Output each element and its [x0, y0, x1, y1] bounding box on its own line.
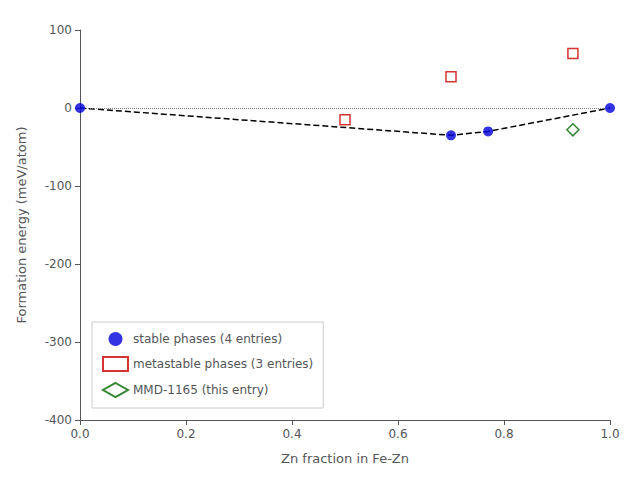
svg-text:0.6: 0.6: [388, 427, 407, 441]
svg-text:-100: -100: [45, 179, 72, 193]
svg-text:0.4: 0.4: [282, 427, 301, 441]
svg-text:Formation energy (meV/atom): Formation energy (meV/atom): [14, 127, 29, 324]
svg-text:-200: -200: [45, 257, 72, 271]
svg-text:0.2: 0.2: [176, 427, 195, 441]
svg-text:1.0: 1.0: [600, 427, 619, 441]
svg-text:0.0: 0.0: [70, 427, 89, 441]
svg-text:0.8: 0.8: [494, 427, 513, 441]
svg-text:-400: -400: [45, 413, 72, 427]
svg-text:100: 100: [49, 23, 72, 37]
svg-text:-300: -300: [45, 335, 72, 349]
svg-text:stable phases (4 entries): stable phases (4 entries): [133, 332, 282, 346]
svg-text:MMD-1165 (this entry): MMD-1165 (this entry): [133, 383, 268, 397]
svg-text:Zn fraction in Fe-Zn: Zn fraction in Fe-Zn: [281, 451, 409, 466]
svg-text:metastable phases (3 entries): metastable phases (3 entries): [133, 357, 313, 371]
svg-text:0: 0: [64, 101, 72, 115]
